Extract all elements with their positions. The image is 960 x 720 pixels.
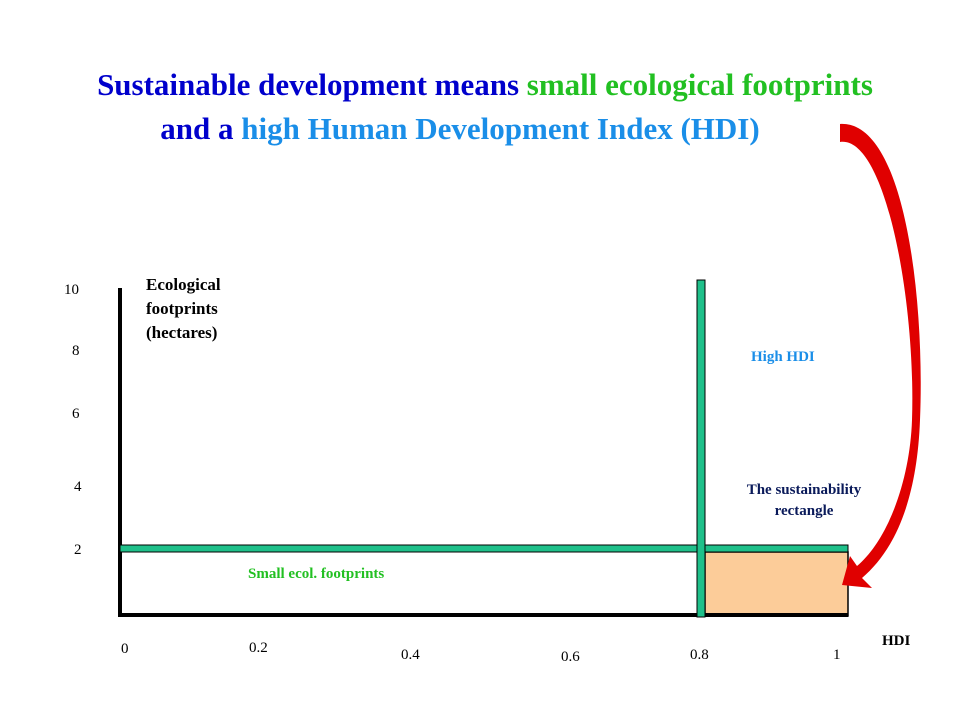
x-tick: 0 [121,641,129,657]
y-tick: 4 [74,479,82,495]
y-axis-label: Ecological footprints (hectares) [146,273,221,345]
sustainability-rectangle-label: The sustainability rectangle [718,480,890,522]
label-line: The sustainability [746,482,862,498]
title-highlight-hdi: high Human Development Index (HDI) [241,111,760,146]
x-tick: 1 [833,647,841,663]
title-text: and a [160,111,242,146]
x-tick: 0.2 [249,640,268,656]
y-tick: 8 [72,343,80,359]
small-footprints-label: Small ecol. footprints [248,566,385,582]
y-axis-label-line: footprints [146,299,218,318]
y-axis-label-line: (hectares) [146,323,218,342]
title-text: Sustainable development means [97,67,527,102]
x-tick: 0.4 [401,647,420,663]
label-line: rectangle [774,503,834,519]
y-axis-label-line: Ecological [146,275,221,294]
x-tick: 0.8 [690,647,709,663]
y-tick: 2 [74,542,82,558]
x-tick: 0.6 [561,649,580,665]
title-line-1: Sustainable development means small ecol… [0,66,960,104]
title-line-2: and a high Human Development Index (HDI) [0,110,945,148]
y-tick: 10 [64,282,79,298]
footprint-threshold-bar [119,544,849,553]
y-tick: 6 [72,406,80,422]
sustainability-rectangle [704,551,849,617]
title-highlight-footprints: small ecological footprints [526,67,873,102]
hdi-threshold-bar [696,279,706,618]
curved-arrow-icon [840,123,921,589]
high-hdi-label: High HDI [751,349,815,365]
x-axis-label: HDI [882,633,911,649]
